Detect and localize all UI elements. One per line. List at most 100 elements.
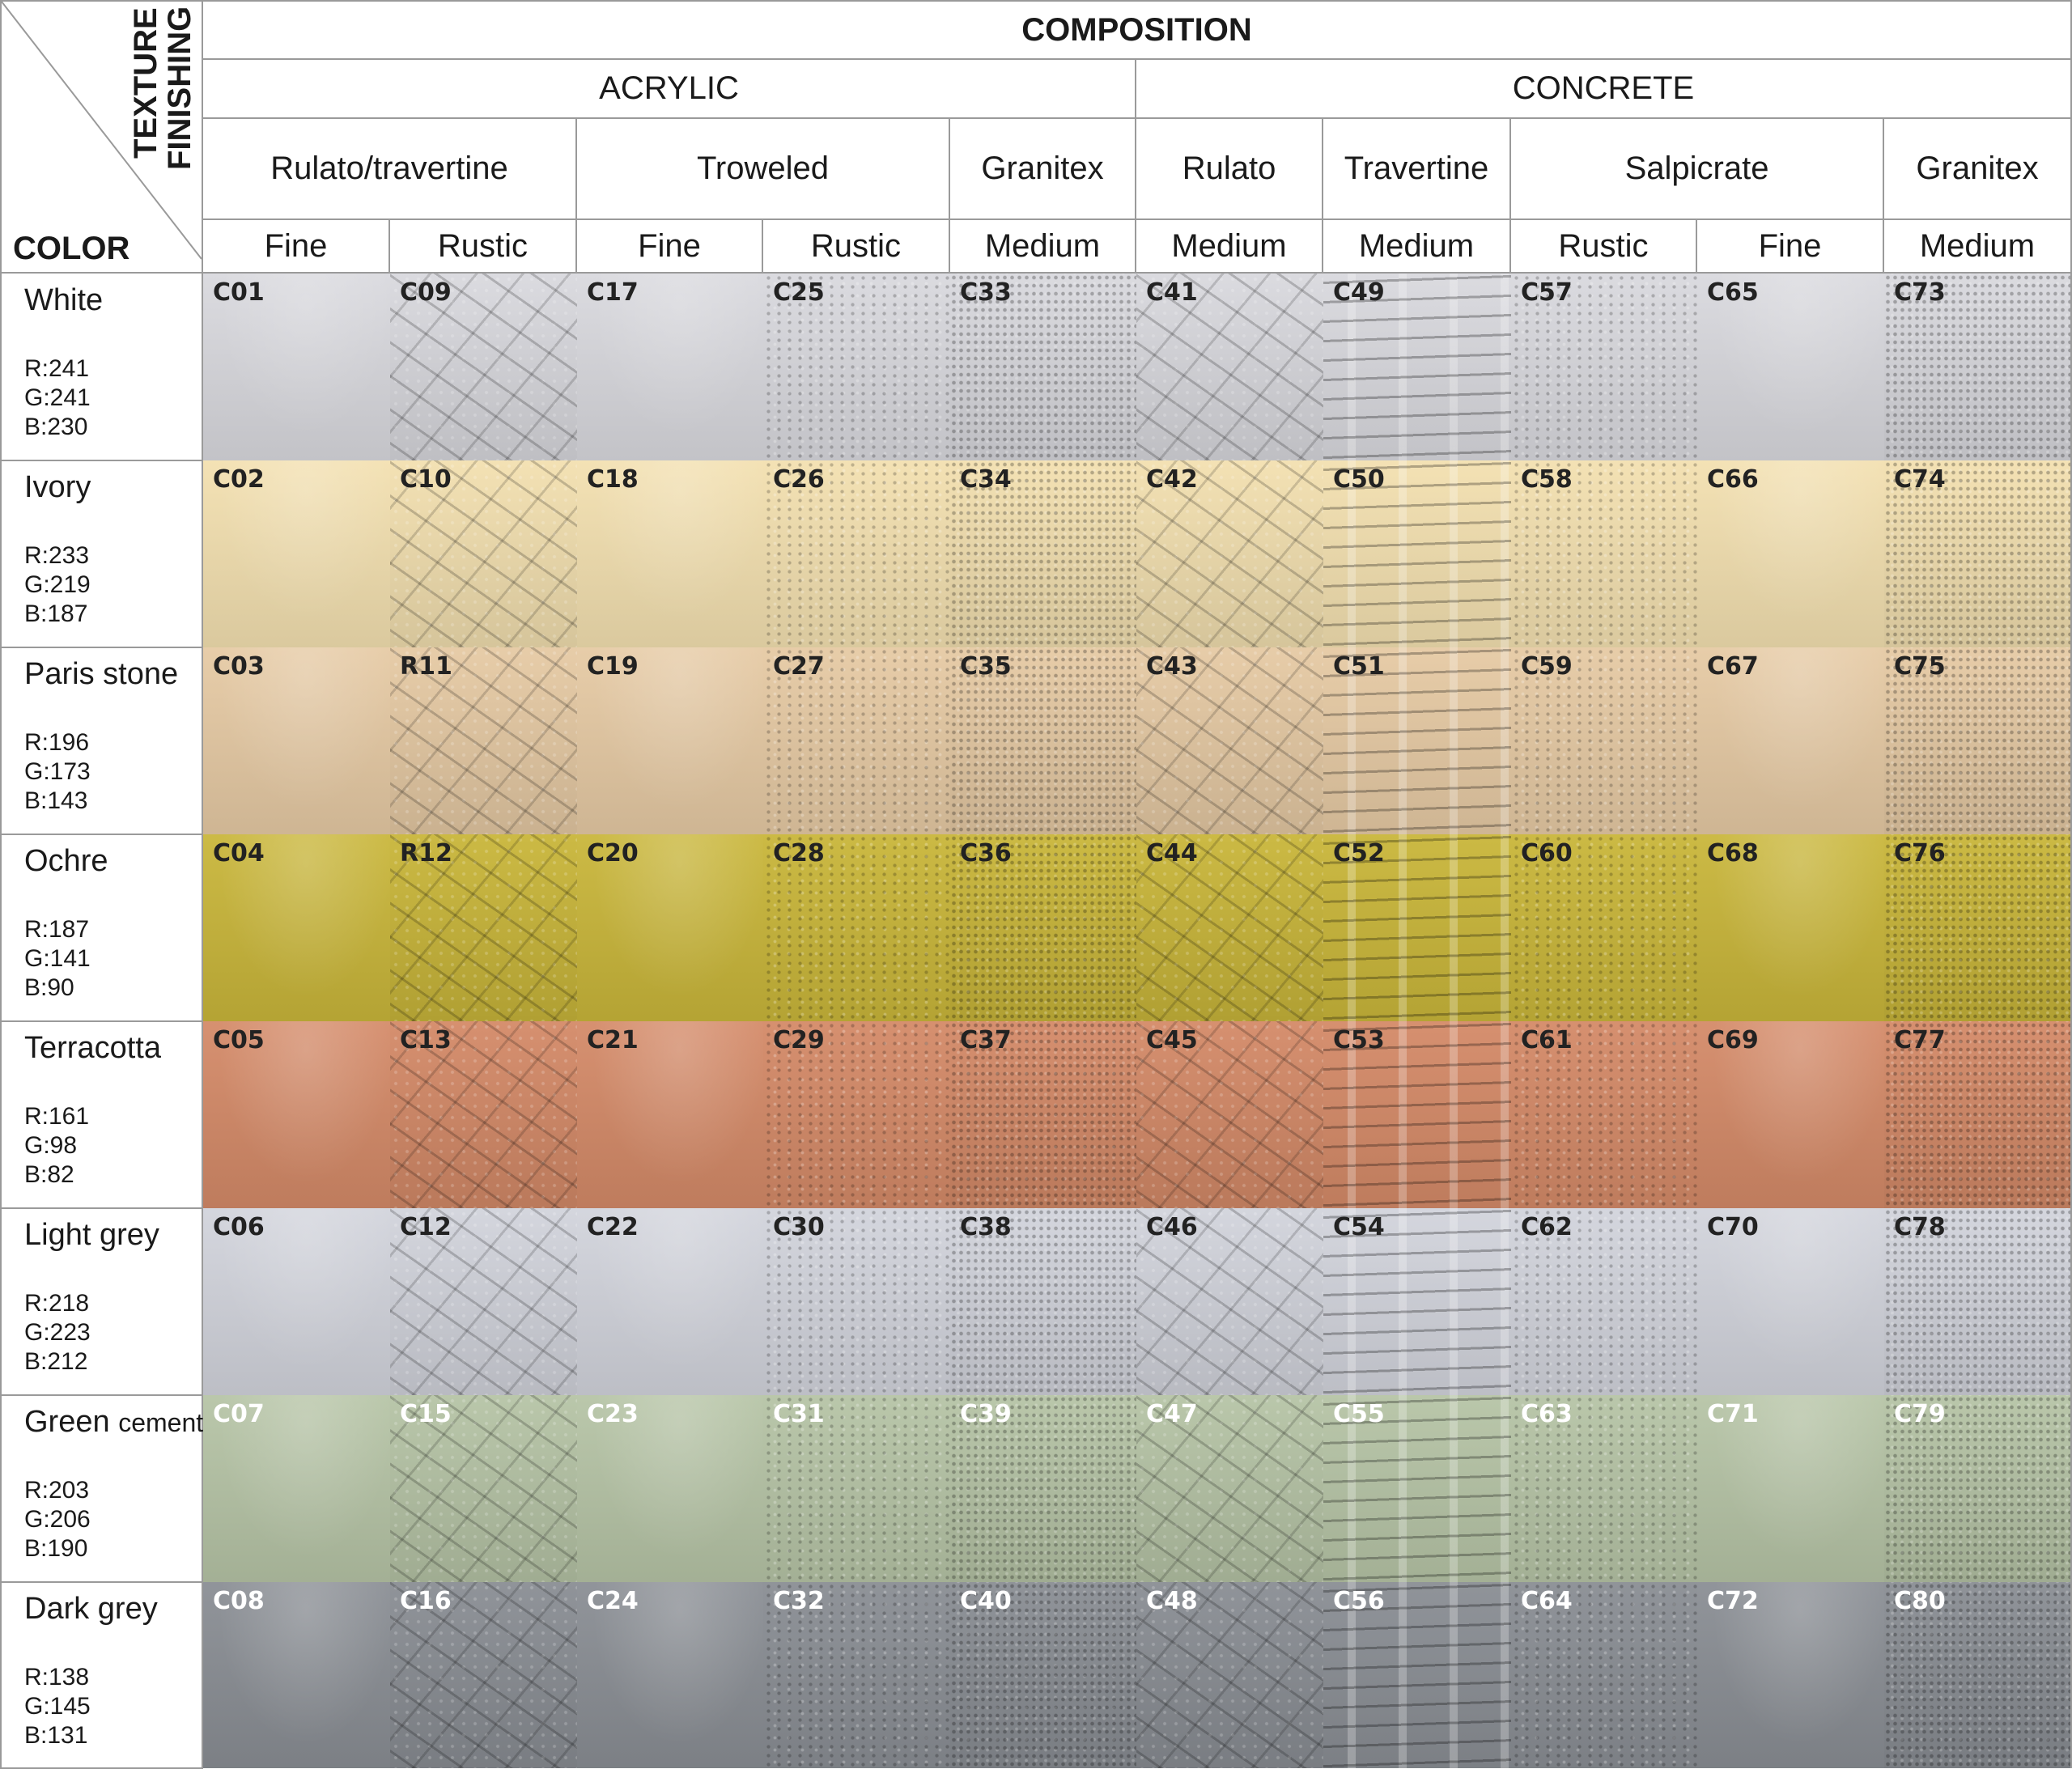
swatch-cell[interactable]: C40 xyxy=(950,1582,1136,1768)
swatch-cell[interactable]: C75 xyxy=(1884,647,2070,834)
swatch-cell[interactable]: C24 xyxy=(577,1582,763,1768)
color-rgb: R:138 G:145 B:131 xyxy=(24,1663,91,1750)
swatch-cell[interactable]: C01 xyxy=(203,274,390,460)
swatch-cell[interactable]: C25 xyxy=(763,274,950,460)
swatch-cell[interactable]: C45 xyxy=(1136,1021,1323,1208)
swatch-cell[interactable]: C51 xyxy=(1323,647,1511,834)
swatch-cell[interactable]: C62 xyxy=(1511,1208,1697,1395)
swatch-cell[interactable]: C20 xyxy=(577,834,763,1021)
swatch-code: C19 xyxy=(587,652,639,681)
swatch-cell[interactable]: C28 xyxy=(763,834,950,1021)
swatch-cell[interactable]: C26 xyxy=(763,460,950,647)
swatch-cell[interactable]: C27 xyxy=(763,647,950,834)
swatch-cell[interactable]: C44 xyxy=(1136,834,1323,1021)
swatch-cell[interactable]: C46 xyxy=(1136,1208,1323,1395)
swatch-cell[interactable]: C03 xyxy=(203,647,390,834)
rgb-g-value: G:219 xyxy=(24,571,91,598)
swatch-code: C18 xyxy=(587,465,639,494)
swatch-cell[interactable]: C05 xyxy=(203,1021,390,1208)
swatch-cell[interactable]: C02 xyxy=(203,460,390,647)
swatch-cell[interactable]: C58 xyxy=(1511,460,1697,647)
swatch-cell[interactable]: C48 xyxy=(1136,1582,1323,1768)
color-name-text: Paris stone xyxy=(24,657,179,691)
swatch-cell[interactable]: C07 xyxy=(203,1395,390,1582)
swatch-cell[interactable]: C78 xyxy=(1884,1208,2070,1395)
swatch-code: C77 xyxy=(1894,1026,1946,1054)
swatch-code: C12 xyxy=(400,1213,452,1241)
swatch-cell[interactable]: C23 xyxy=(577,1395,763,1582)
finishing-col-8: Rustic xyxy=(1558,227,1649,264)
swatch-cell[interactable]: C55 xyxy=(1323,1395,1511,1582)
swatch-cell[interactable]: C21 xyxy=(577,1021,763,1208)
swatch-cell[interactable]: C36 xyxy=(950,834,1136,1021)
swatch-cell[interactable]: C47 xyxy=(1136,1395,1323,1582)
swatch-cell[interactable]: C06 xyxy=(203,1208,390,1395)
swatch-cell[interactable]: C73 xyxy=(1884,274,2070,460)
swatch-cell[interactable]: C17 xyxy=(577,274,763,460)
swatch-cell[interactable]: C54 xyxy=(1323,1208,1511,1395)
swatch-cell[interactable]: C30 xyxy=(763,1208,950,1395)
swatch-cell[interactable]: C68 xyxy=(1697,834,1884,1021)
swatch-cell[interactable]: R11 xyxy=(390,647,577,834)
swatch-cell[interactable]: C12 xyxy=(390,1208,577,1395)
swatch-cell[interactable]: C52 xyxy=(1323,834,1511,1021)
swatch-code: C40 xyxy=(960,1587,1012,1615)
rgb-b-value: B:82 xyxy=(24,1161,74,1188)
swatch-cell[interactable]: C57 xyxy=(1511,274,1697,460)
swatch-cell[interactable]: C80 xyxy=(1884,1582,2070,1768)
swatch-cell[interactable]: C60 xyxy=(1511,834,1697,1021)
rgb-r-value: R:138 xyxy=(24,1664,90,1691)
swatch-code: C08 xyxy=(213,1587,265,1615)
swatch-cell[interactable]: C59 xyxy=(1511,647,1697,834)
swatch-cell[interactable]: C32 xyxy=(763,1582,950,1768)
swatch-cell[interactable]: C13 xyxy=(390,1021,577,1208)
swatch-cell[interactable]: C10 xyxy=(390,460,577,647)
swatch-cell[interactable]: C56 xyxy=(1323,1582,1511,1768)
swatch-cell[interactable]: C16 xyxy=(390,1582,577,1768)
swatch-cell[interactable]: C53 xyxy=(1323,1021,1511,1208)
swatch-cell[interactable]: C43 xyxy=(1136,647,1323,834)
swatch-code: C60 xyxy=(1521,839,1573,868)
finishing-col-10: Medium xyxy=(1919,227,2036,264)
swatch-cell[interactable]: C39 xyxy=(950,1395,1136,1582)
swatch-cell[interactable]: C08 xyxy=(203,1582,390,1768)
swatch-cell[interactable]: C71 xyxy=(1697,1395,1884,1582)
swatch-cell[interactable]: C04 xyxy=(203,834,390,1021)
color-rgb: R:218 G:223 B:212 xyxy=(24,1289,91,1377)
swatch-code: C42 xyxy=(1146,465,1198,494)
corner-texture-label: TEXTURE xyxy=(128,7,163,159)
swatch-cell[interactable]: C29 xyxy=(763,1021,950,1208)
swatch-cell[interactable]: C66 xyxy=(1697,460,1884,647)
swatch-cell[interactable]: R12 xyxy=(390,834,577,1021)
swatch-cell[interactable]: C37 xyxy=(950,1021,1136,1208)
swatch-cell[interactable]: C49 xyxy=(1323,274,1511,460)
swatch-cell[interactable]: C22 xyxy=(577,1208,763,1395)
swatch-code: C39 xyxy=(960,1400,1012,1428)
swatch-cell[interactable]: C69 xyxy=(1697,1021,1884,1208)
swatch-cell[interactable]: C61 xyxy=(1511,1021,1697,1208)
swatch-cell[interactable]: C79 xyxy=(1884,1395,2070,1582)
swatch-cell[interactable]: C70 xyxy=(1697,1208,1884,1395)
swatch-cell[interactable]: C72 xyxy=(1697,1582,1884,1768)
swatch-cell[interactable]: C09 xyxy=(390,274,577,460)
swatch-cell[interactable]: C38 xyxy=(950,1208,1136,1395)
swatch-cell[interactable]: C18 xyxy=(577,460,763,647)
swatch-cell[interactable]: C65 xyxy=(1697,274,1884,460)
swatch-cell[interactable]: C19 xyxy=(577,647,763,834)
swatch-cell[interactable]: C64 xyxy=(1511,1582,1697,1768)
swatch-cell[interactable]: C74 xyxy=(1884,460,2070,647)
swatch-cell[interactable]: C63 xyxy=(1511,1395,1697,1582)
swatch-cell[interactable]: C35 xyxy=(950,647,1136,834)
swatch-cell[interactable]: C67 xyxy=(1697,647,1884,834)
swatch-cell[interactable]: C34 xyxy=(950,460,1136,647)
swatch-cell[interactable]: C15 xyxy=(390,1395,577,1582)
swatch-cell[interactable]: C41 xyxy=(1136,274,1323,460)
swatch-cell[interactable]: C76 xyxy=(1884,834,2070,1021)
swatch-cell[interactable]: C31 xyxy=(763,1395,950,1582)
swatch-cell[interactable]: C50 xyxy=(1323,460,1511,647)
swatch-code: C15 xyxy=(400,1400,452,1428)
swatch-cell[interactable]: C33 xyxy=(950,274,1136,460)
color-name-text: Light grey xyxy=(24,1218,159,1252)
swatch-cell[interactable]: C42 xyxy=(1136,460,1323,647)
swatch-cell[interactable]: C77 xyxy=(1884,1021,2070,1208)
